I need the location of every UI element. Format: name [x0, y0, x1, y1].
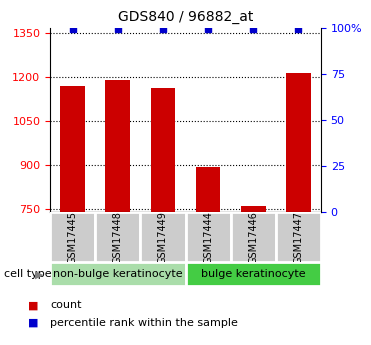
Text: GSM17444: GSM17444 [203, 211, 213, 264]
Bar [105, 80, 130, 212]
Bar [50, 212, 95, 262]
Bar [140, 212, 186, 262]
Bar [95, 212, 140, 262]
Bar [60, 86, 85, 212]
Text: ■: ■ [28, 318, 39, 327]
Text: GSM17449: GSM17449 [158, 211, 168, 264]
Bar [241, 206, 266, 212]
Bar [231, 212, 276, 262]
Text: ■: ■ [28, 300, 39, 310]
Text: GSM17445: GSM17445 [68, 211, 78, 264]
Bar [186, 212, 231, 262]
Bar [50, 262, 186, 286]
Bar [186, 262, 321, 286]
Text: count: count [50, 300, 82, 310]
Bar [276, 212, 321, 262]
Text: bulge keratinocyte: bulge keratinocyte [201, 269, 306, 279]
Text: GSM17446: GSM17446 [248, 211, 258, 264]
Bar [286, 73, 311, 212]
Text: ▶: ▶ [35, 269, 43, 279]
Text: cell type: cell type [4, 269, 51, 279]
Text: GSM17447: GSM17447 [293, 211, 303, 264]
Bar [196, 167, 220, 212]
Text: GSM17448: GSM17448 [113, 211, 123, 264]
Bar [151, 88, 175, 212]
Text: non-bulge keratinocyte: non-bulge keratinocyte [53, 269, 183, 279]
Title: GDS840 / 96882_at: GDS840 / 96882_at [118, 10, 253, 24]
Text: percentile rank within the sample: percentile rank within the sample [50, 318, 238, 327]
